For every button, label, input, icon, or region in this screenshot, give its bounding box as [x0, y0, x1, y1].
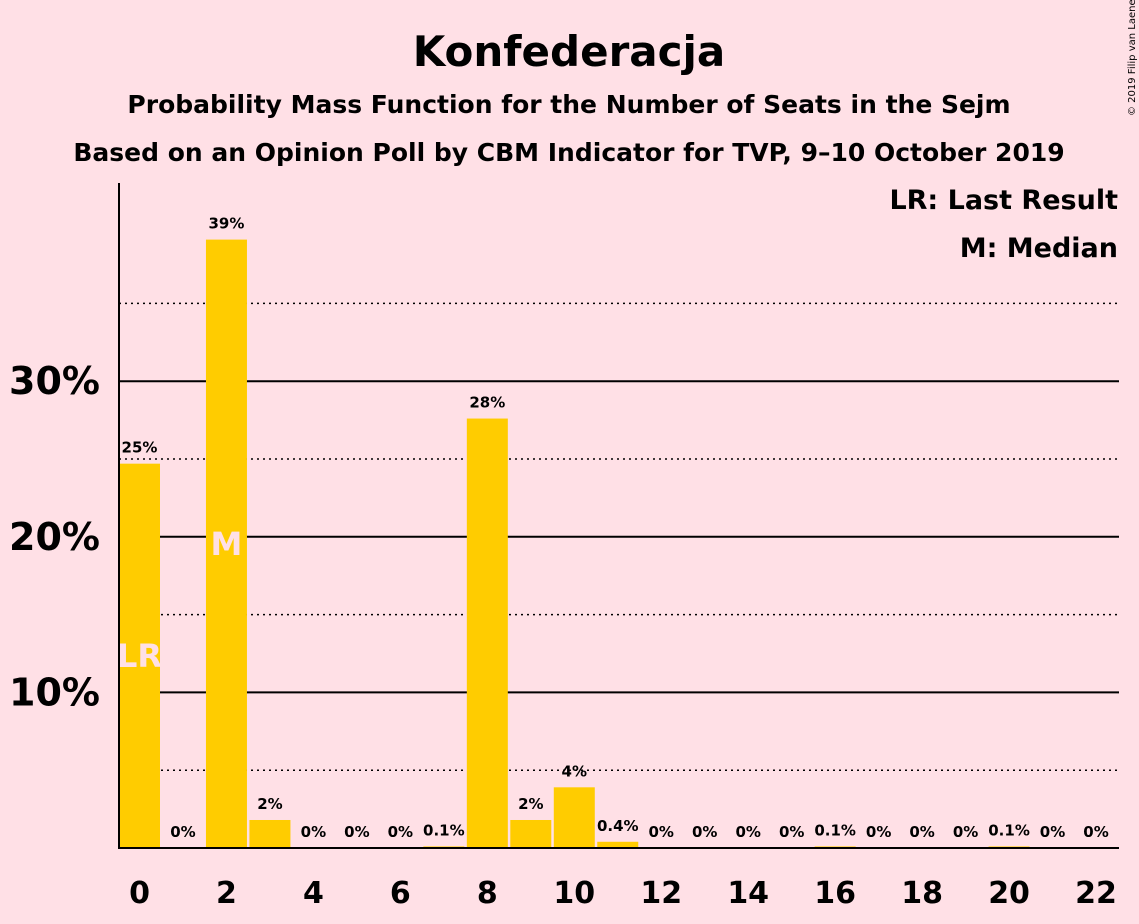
data-label: 28%	[469, 394, 505, 412]
gridlines	[119, 302, 1119, 771]
y-axis-ticks: 10% 20% 30%	[9, 359, 100, 714]
x-tick-label: 10	[553, 876, 595, 911]
bar	[597, 841, 639, 848]
legend-median: M: Median	[960, 233, 1118, 264]
bar-marker: LR	[117, 637, 162, 675]
data-label: 0.1%	[814, 821, 856, 839]
data-label: 0%	[388, 823, 413, 841]
bar	[205, 239, 247, 848]
bar	[249, 819, 291, 848]
copyright-text: © 2019 Filip van Laenen	[1127, 0, 1138, 116]
data-label: 0%	[866, 823, 891, 841]
x-tick-label: 8	[477, 876, 498, 911]
data-label: 0%	[1083, 823, 1108, 841]
bar	[510, 819, 552, 848]
bar	[119, 463, 160, 848]
legend-last-result: LR: Last Result	[889, 185, 1118, 216]
bar-marker: M	[211, 525, 243, 563]
y-tick-label: 30%	[9, 359, 100, 403]
x-tick-label: 12	[640, 876, 682, 911]
data-label: 0%	[692, 823, 717, 841]
chart-subtitle-source: Based on an Opinion Poll by CBM Indicato…	[73, 138, 1064, 167]
data-label: 0%	[779, 823, 804, 841]
chart-title: Konfederacja	[413, 27, 726, 76]
x-tick-label: 14	[727, 876, 769, 911]
data-label: 25%	[122, 439, 158, 457]
data-label: 4%	[562, 762, 587, 780]
x-tick-label: 4	[303, 876, 324, 911]
data-label: 2%	[257, 795, 282, 813]
data-label: 0%	[735, 823, 760, 841]
data-label: 0.1%	[423, 821, 465, 839]
data-label: 2%	[518, 795, 543, 813]
x-tick-label: 18	[901, 876, 943, 911]
data-label: 0%	[1040, 823, 1065, 841]
x-tick-label: 2	[216, 876, 237, 911]
x-axis-ticks: 0 2 4 6 8 10 12 14 16 18 20 22	[129, 876, 1117, 911]
x-tick-label: 16	[814, 876, 856, 911]
data-label: 0%	[909, 823, 934, 841]
x-tick-label: 20	[988, 876, 1030, 911]
x-tick-label: 6	[390, 876, 411, 911]
data-label: 0%	[953, 823, 978, 841]
bar	[553, 787, 595, 848]
y-tick-label: 10%	[9, 670, 100, 714]
data-label: 39%	[209, 215, 245, 233]
bars: 25% 0% 39% 2% 0% 0% 0% 0.1% 28% 2% 4% 0.4% 0% 0% 0% 0% 0…	[117, 215, 1109, 848]
data-label: 0%	[170, 823, 195, 841]
data-label: 0.1%	[988, 821, 1030, 839]
x-tick-label: 0	[129, 876, 150, 911]
data-label: 0.4%	[597, 817, 639, 835]
data-label: 0%	[649, 823, 674, 841]
chart-subtitle: Probability Mass Function for the Number…	[127, 90, 1010, 119]
bar	[466, 418, 508, 848]
data-label: 0%	[301, 823, 326, 841]
data-label: 0%	[344, 823, 369, 841]
x-tick-label: 22	[1075, 876, 1117, 911]
y-tick-label: 20%	[9, 515, 100, 559]
